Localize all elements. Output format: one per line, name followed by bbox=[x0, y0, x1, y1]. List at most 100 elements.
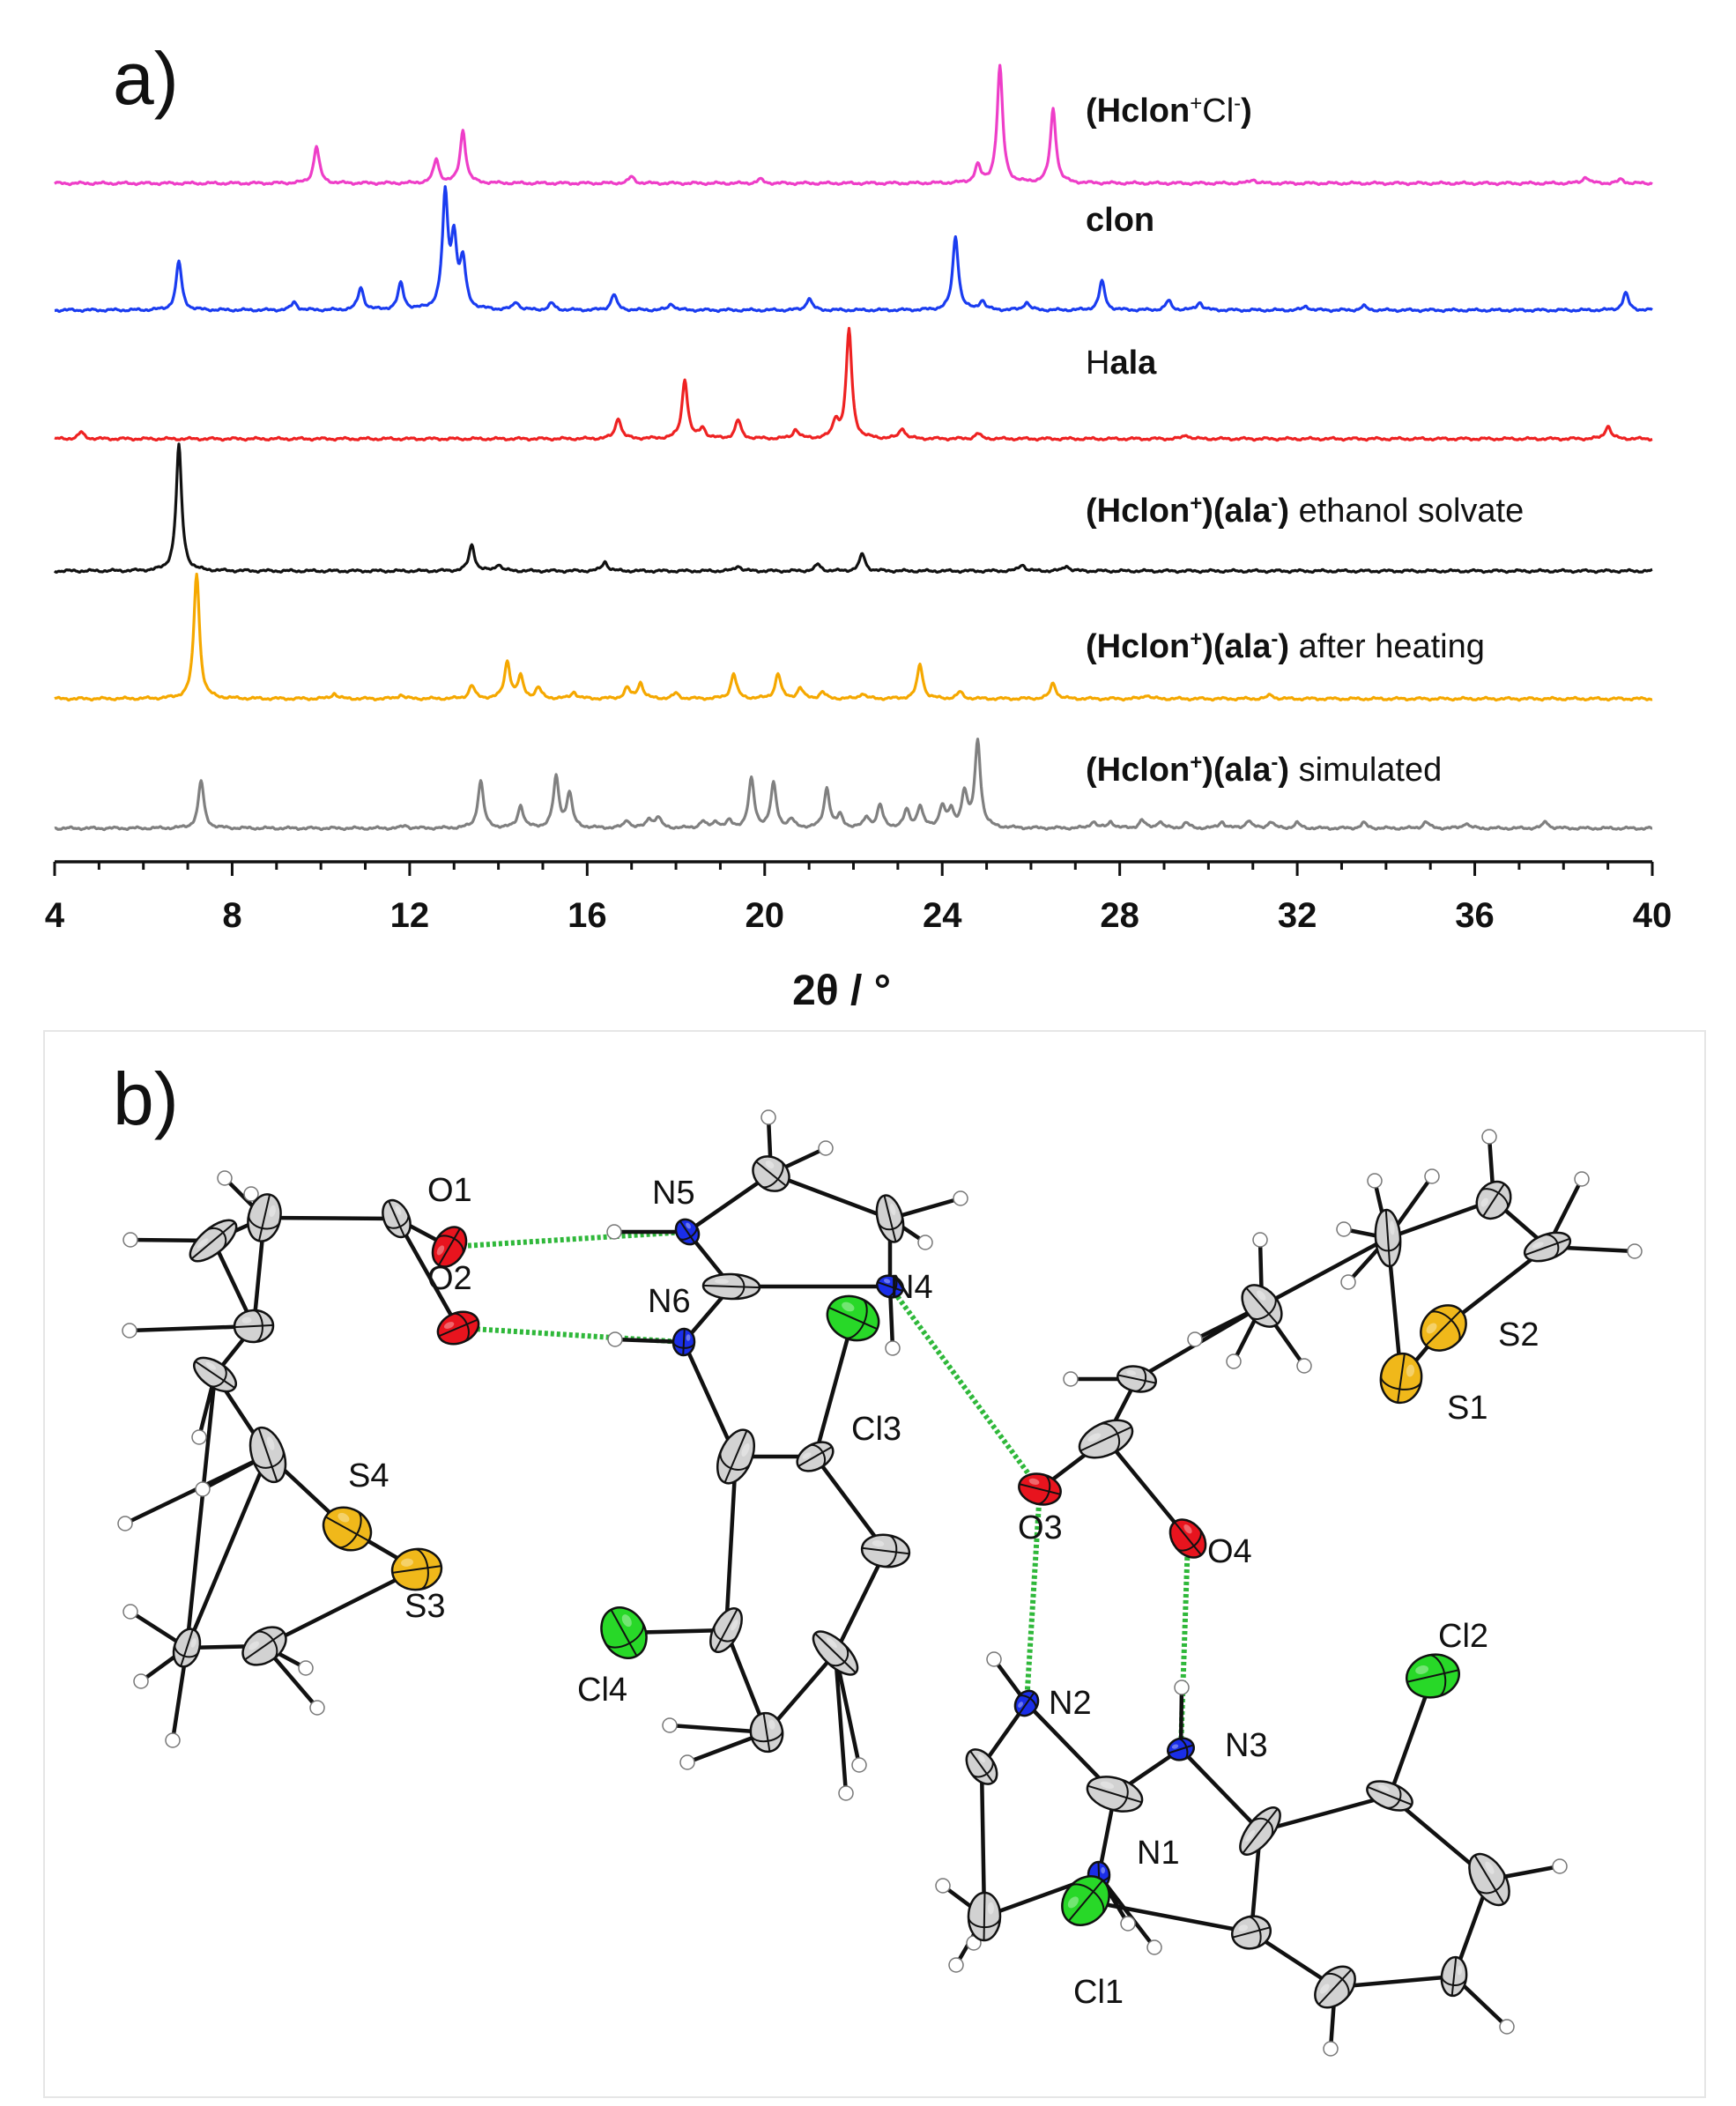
bond bbox=[812, 1316, 856, 1459]
bond bbox=[833, 1548, 888, 1656]
x-axis: 4 8 12 16 20 24 28 32 36 40 bbox=[45, 860, 1673, 935]
hydrogen-atom bbox=[917, 1235, 933, 1250]
x-tick-label: 28 bbox=[1100, 896, 1139, 935]
oxygen-atom bbox=[1168, 1518, 1207, 1559]
hydrogen-atom bbox=[818, 1140, 834, 1156]
xrd-trace bbox=[53, 442, 1653, 575]
hydrogen-atom bbox=[851, 1757, 867, 1773]
series-label: (Hclon+)(ala-) after heating bbox=[1086, 627, 1485, 666]
carbon-atom bbox=[967, 1891, 1002, 1942]
x-tick-label: 36 bbox=[1455, 896, 1495, 935]
x-tick-label: 40 bbox=[1633, 896, 1673, 935]
carbon-atom bbox=[1468, 1852, 1510, 1907]
carbon-atom bbox=[233, 1309, 275, 1344]
hydrogen-atom bbox=[1340, 1274, 1356, 1290]
atom-label-n5: N5 bbox=[652, 1175, 695, 1212]
hydrogen-atom bbox=[298, 1660, 314, 1676]
hydrogen-atom bbox=[1627, 1243, 1643, 1259]
x-tick-label: 8 bbox=[222, 896, 241, 935]
hydrogen-atom bbox=[1424, 1168, 1440, 1184]
atom-labels: O1 O2 O3 O4 N1 N2 N3 N4 N5 N6 Cl1 Cl2 Cl3 Cl4 S1 S2 S3 S4 bbox=[348, 1172, 1539, 2011]
atom-label-n3: N3 bbox=[1225, 1727, 1268, 1764]
carbon-atom bbox=[1230, 1915, 1272, 1950]
hydrogen-atom bbox=[953, 1190, 968, 1206]
x-tick-label: 24 bbox=[923, 896, 962, 935]
atom-label-s2: S2 bbox=[1498, 1316, 1539, 1353]
carbon-atom bbox=[1475, 1180, 1512, 1220]
series-labels: (Hclon+Cl-) clon Hala (Hclon+)(ala-) ethano… bbox=[1086, 92, 1524, 790]
hydrogen-atom bbox=[1481, 1129, 1497, 1145]
x-tick-label: 20 bbox=[746, 896, 785, 935]
hydrogen-atom bbox=[165, 1732, 181, 1748]
panel-a-label: a) bbox=[113, 37, 179, 120]
carbon-atom bbox=[382, 1198, 412, 1239]
atom-label-s1: S1 bbox=[1447, 1390, 1487, 1427]
x-tick-label: 32 bbox=[1278, 896, 1317, 935]
atom-label-o2: O2 bbox=[427, 1260, 472, 1297]
atom-label-n6: N6 bbox=[648, 1283, 691, 1320]
bond bbox=[768, 1171, 893, 1221]
atom-label-s3: S3 bbox=[404, 1588, 445, 1625]
chlorine-atom bbox=[826, 1294, 880, 1342]
carbon-atom bbox=[701, 1272, 761, 1301]
sulfur-atom bbox=[322, 1506, 373, 1552]
x-axis-title: 2θ / ° bbox=[792, 968, 891, 1014]
nitrogen-atom bbox=[1013, 1689, 1040, 1717]
bond bbox=[1178, 1746, 1263, 1834]
chlorine-atom bbox=[1406, 1653, 1460, 1699]
carbon-atom bbox=[247, 1193, 282, 1242]
hydrogen-atom bbox=[1336, 1221, 1352, 1237]
hydrogen-atom bbox=[838, 1785, 854, 1801]
bond bbox=[979, 1764, 987, 1919]
hydrogen-atom bbox=[1252, 1232, 1268, 1248]
carbon-atom bbox=[172, 1628, 202, 1668]
hydrogen-atom bbox=[1367, 1173, 1383, 1189]
hydrogen-atom bbox=[607, 1331, 623, 1347]
series-label: clon bbox=[1086, 202, 1154, 239]
hydrogen-atom bbox=[1499, 2019, 1515, 2035]
carbon-atom bbox=[1374, 1208, 1402, 1268]
hydrogen-atom bbox=[1296, 1358, 1312, 1374]
xrd-trace bbox=[54, 572, 1653, 702]
hydrogen-atom bbox=[1323, 2041, 1339, 2057]
hydrogen-atom bbox=[243, 1186, 259, 1202]
hydrogen-atom bbox=[1187, 1331, 1203, 1347]
bond bbox=[184, 1372, 218, 1650]
xrd-traces bbox=[53, 63, 1653, 832]
carbon-atom bbox=[1239, 1806, 1281, 1856]
carbon-atom bbox=[193, 1356, 237, 1393]
hydrogen-bond bbox=[1024, 1488, 1042, 1704]
atom-label-cl1: Cl1 bbox=[1073, 1974, 1124, 2011]
hydrogen-atom bbox=[309, 1700, 325, 1716]
atom-label-o1: O1 bbox=[427, 1172, 472, 1209]
hydrogen-atom bbox=[195, 1481, 211, 1497]
oxygen-atom bbox=[436, 1310, 480, 1346]
carbon-atom bbox=[1086, 1776, 1144, 1813]
carbon-atom bbox=[875, 1194, 905, 1243]
carbon-atom bbox=[812, 1630, 859, 1676]
hydrogen-atom bbox=[986, 1651, 1002, 1667]
hydrogen-atom bbox=[1574, 1171, 1590, 1187]
carbon-atom bbox=[1078, 1419, 1134, 1459]
carbon-atom bbox=[241, 1626, 287, 1666]
carbon-atom bbox=[189, 1219, 238, 1263]
hydrogen-bond bbox=[887, 1285, 1042, 1491]
hydrogen-atom bbox=[1552, 1858, 1568, 1874]
xrd-trace bbox=[54, 63, 1653, 187]
xrd-trace bbox=[54, 185, 1653, 314]
nitrogen-atom bbox=[671, 1327, 696, 1357]
oxygen-atom bbox=[1018, 1472, 1062, 1506]
hydrogen-atom bbox=[1226, 1353, 1242, 1369]
atom-label-n2: N2 bbox=[1049, 1685, 1092, 1722]
chlorine-atom bbox=[1061, 1875, 1110, 1926]
bond bbox=[184, 1452, 271, 1650]
bond bbox=[262, 1567, 419, 1649]
panel-b-label: b) bbox=[113, 1057, 179, 1140]
x-tick-label: 16 bbox=[568, 896, 607, 935]
carbon-atom bbox=[1523, 1231, 1572, 1263]
oxygen-atom bbox=[431, 1226, 468, 1268]
nitrogen-atom bbox=[876, 1274, 904, 1299]
carbon-atom bbox=[1241, 1284, 1283, 1328]
carbon-atom bbox=[796, 1441, 835, 1472]
